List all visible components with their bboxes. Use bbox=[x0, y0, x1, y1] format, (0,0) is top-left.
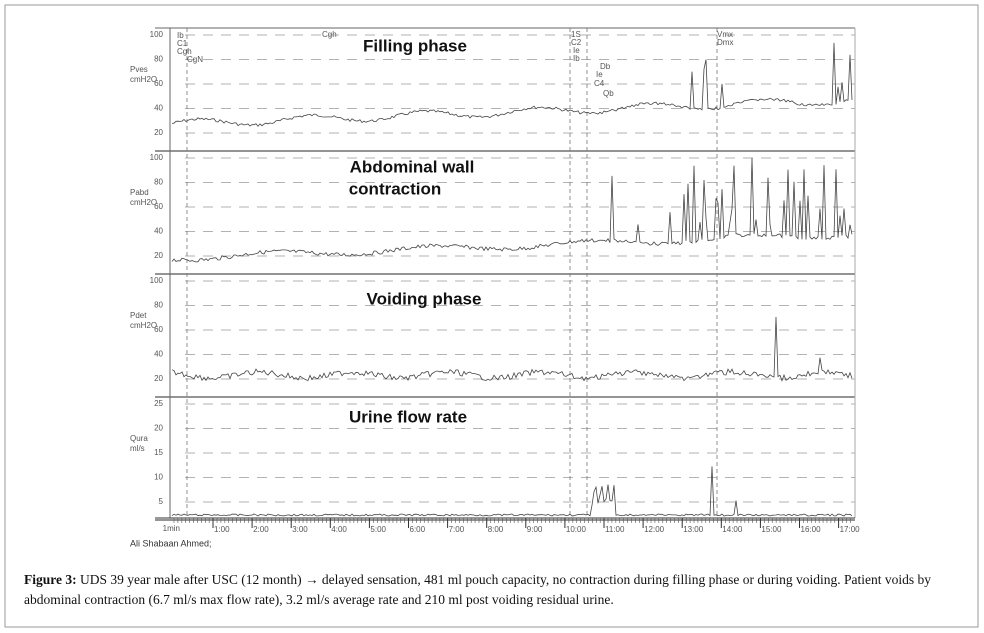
scale-label: 80 bbox=[154, 55, 163, 64]
event-label: Ib bbox=[177, 31, 184, 40]
scale-label: 80 bbox=[154, 178, 163, 187]
panel-unit: ml/s bbox=[130, 444, 145, 453]
event-label: 1S bbox=[571, 30, 581, 39]
time-tick-label: 15:00 bbox=[761, 525, 782, 534]
scale-label: 60 bbox=[154, 325, 163, 334]
scale-label: 15 bbox=[154, 448, 163, 457]
scale-label: 20 bbox=[154, 128, 163, 137]
time-unit: 1min bbox=[163, 524, 180, 533]
trace bbox=[171, 157, 853, 263]
trace bbox=[171, 42, 853, 127]
trace bbox=[171, 316, 853, 382]
figure-border bbox=[4, 4, 979, 628]
event-label: Vmx bbox=[717, 30, 733, 39]
scale-label: 40 bbox=[154, 104, 163, 113]
scale-label: 10 bbox=[154, 473, 163, 482]
scale-label: 20 bbox=[154, 374, 163, 383]
scale-label: 100 bbox=[150, 276, 164, 285]
time-tick-label: 17:00 bbox=[840, 525, 861, 534]
event-label: Cgh bbox=[322, 30, 337, 39]
time-tick-label: 13:00 bbox=[683, 525, 704, 534]
event-label: C4 bbox=[594, 79, 605, 88]
scale-label: 100 bbox=[150, 153, 164, 162]
panel-name: Pdet bbox=[130, 311, 147, 320]
time-tick-label: 16:00 bbox=[801, 525, 822, 534]
panel-name: Pabd bbox=[130, 188, 149, 197]
scale-label: 100 bbox=[150, 30, 164, 39]
event-label: CgN bbox=[187, 55, 203, 64]
panel-name: Qura bbox=[130, 434, 148, 443]
phase-label: contraction bbox=[349, 179, 442, 198]
scale-label: 80 bbox=[154, 301, 163, 310]
time-tick-label: 12:00 bbox=[644, 525, 665, 534]
time-tick-label: 11:00 bbox=[605, 525, 625, 534]
time-tick-label: 14:00 bbox=[722, 525, 743, 534]
time-tick-label: 9:00 bbox=[527, 525, 543, 534]
scale-label: 40 bbox=[154, 350, 163, 359]
event-label: Qb bbox=[603, 89, 614, 98]
phase-label: Abdominal wall bbox=[350, 157, 475, 176]
event-label: Ie bbox=[573, 46, 580, 55]
time-tick-label: 5:00 bbox=[370, 525, 386, 534]
author: Ali Shabaan Ahmed; bbox=[130, 538, 212, 548]
panel-unit: cmH2O bbox=[130, 75, 157, 84]
scale-label: 20 bbox=[154, 424, 163, 433]
phase-label: Urine flow rate bbox=[349, 407, 467, 426]
time-tick-label: 6:00 bbox=[410, 525, 426, 534]
event-label: Ib bbox=[573, 54, 580, 63]
scale-label: 60 bbox=[154, 202, 163, 211]
phase-label: Filling phase bbox=[363, 36, 467, 55]
panel-unit: cmH2O bbox=[130, 321, 157, 330]
time-tick-label: 4:00 bbox=[331, 525, 347, 534]
event-label: Db bbox=[600, 62, 611, 71]
time-tick-label: 7:00 bbox=[449, 525, 465, 534]
time-tick-label: 3:00 bbox=[292, 525, 308, 534]
caption-label: Figure 3: bbox=[24, 572, 77, 587]
event-label: Ie bbox=[596, 70, 603, 79]
panel-unit: cmH2O bbox=[130, 198, 157, 207]
time-tick-label: 8:00 bbox=[488, 525, 504, 534]
scale-label: 40 bbox=[154, 227, 163, 236]
scale-label: 60 bbox=[154, 79, 163, 88]
caption: Figure 3: UDS 39 year male after USC (12… bbox=[24, 570, 974, 610]
time-tick-label: 10:00 bbox=[566, 525, 587, 534]
panel-name: Pves bbox=[130, 65, 148, 74]
caption-text: UDS 39 year male after USC (12 month) → … bbox=[24, 572, 931, 607]
scale-label: 20 bbox=[154, 251, 163, 260]
scale-label: 5 bbox=[159, 497, 164, 506]
trace bbox=[171, 466, 853, 517]
event-label: C1 bbox=[177, 39, 188, 48]
time-tick-label: 1:00 bbox=[214, 525, 230, 534]
scale-label: 25 bbox=[154, 399, 163, 408]
phase-label: Voiding phase bbox=[367, 289, 482, 308]
event-label: Dmx bbox=[717, 38, 733, 47]
event-label: Cgh bbox=[177, 47, 192, 56]
event-label: C2 bbox=[571, 38, 582, 47]
time-tick-label: 2:00 bbox=[253, 525, 269, 534]
